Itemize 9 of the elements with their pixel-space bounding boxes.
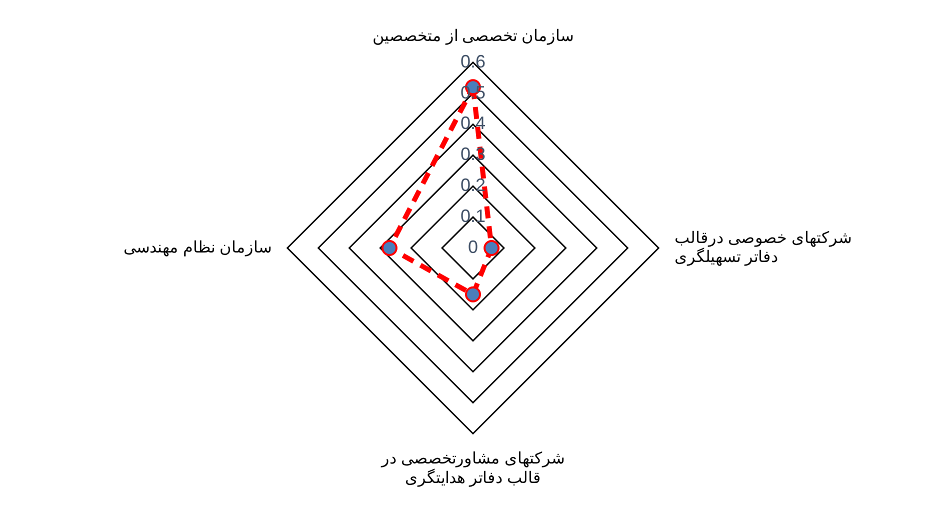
spoke-label: سازمان تخصصی از متخصصین <box>372 28 574 46</box>
y-tick-label: 0 <box>468 236 478 257</box>
spoke-label: شرکتهای خصوصی درقالب دفاتر تسهیلگری <box>674 230 852 266</box>
y-tick-label: 0.2 <box>460 175 486 196</box>
y-tick-label: 0.6 <box>460 51 486 72</box>
spoke-label: شرکتهای مشاورتخصصی در قالب دفاتر هدایتگری <box>380 450 564 487</box>
y-tick-label: 0.4 <box>460 113 486 134</box>
spoke-label: سازمان نظام مهندسی <box>124 239 272 256</box>
y-tick-label: 0.1 <box>460 206 486 226</box>
